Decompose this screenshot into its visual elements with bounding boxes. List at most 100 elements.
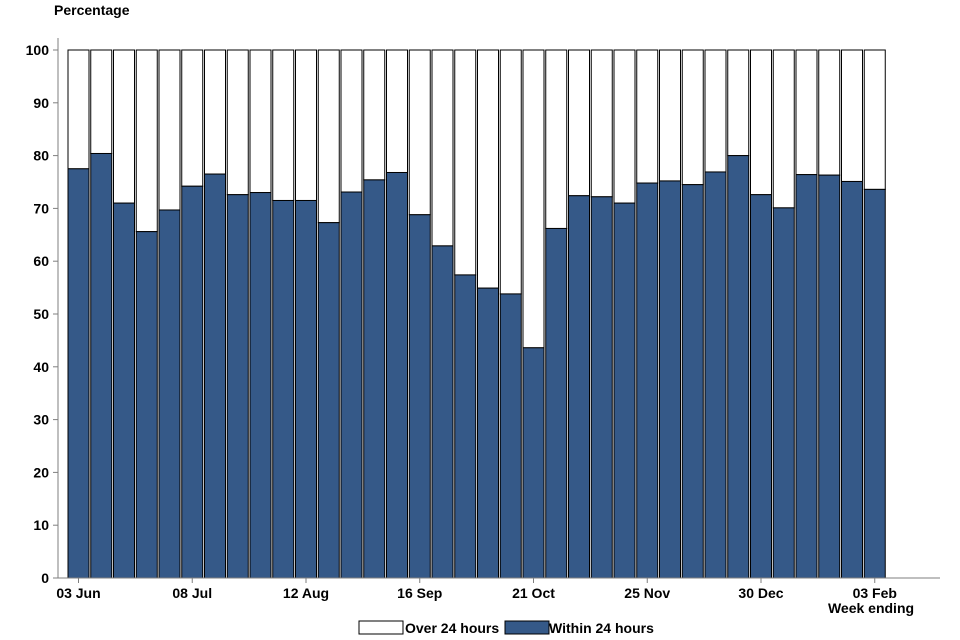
x-tick-label: 25 Nov <box>624 585 670 601</box>
bar-within-24-hours <box>226 194 249 579</box>
y-tick-label: 60 <box>33 253 49 269</box>
bar-within-24-hours <box>90 152 113 579</box>
bar-within-24-hours <box>590 196 613 579</box>
y-tick-label: 80 <box>33 148 49 164</box>
bar-over-24-hours <box>90 49 113 154</box>
bar-over-24-hours <box>613 49 636 204</box>
bar-over-24-hours <box>363 49 386 181</box>
bar-within-24-hours <box>681 184 704 579</box>
bar-within-24-hours <box>386 171 408 579</box>
y-tick-label: 20 <box>33 464 49 480</box>
legend-swatch <box>504 620 550 635</box>
bar-within-24-hours <box>750 194 772 579</box>
y-tick-label: 100 <box>26 42 50 58</box>
bar-within-24-hours <box>431 245 454 579</box>
bar-within-24-hours <box>613 202 636 579</box>
bar-over-24-hours <box>295 49 317 201</box>
x-tick-label: 30 Dec <box>738 585 783 601</box>
bar-over-24-hours <box>158 49 181 211</box>
bar-over-24-hours <box>317 49 340 224</box>
bar-over-24-hours <box>340 49 363 193</box>
bar-over-24-hours <box>704 49 727 173</box>
bar-within-24-hours <box>499 293 522 579</box>
bar-over-24-hours <box>477 49 499 289</box>
bar-within-24-hours <box>113 202 135 579</box>
x-tick-label: 03 Feb <box>853 585 897 601</box>
x-tick-label: 03 Jun <box>56 585 100 601</box>
bar-within-24-hours <box>135 231 158 579</box>
bar-within-24-hours <box>772 207 795 579</box>
legend-label: Within 24 hours <box>549 620 654 636</box>
x-tick-label: 16 Sep <box>397 585 442 601</box>
bar-within-24-hours <box>545 227 568 579</box>
y-tick-label: 30 <box>33 412 49 428</box>
bar-over-24-hours <box>431 49 454 247</box>
bar-over-24-hours <box>454 49 477 276</box>
bar-within-24-hours <box>477 287 499 579</box>
bar-over-24-hours <box>272 49 295 201</box>
bar-within-24-hours <box>636 182 659 579</box>
bar-within-24-hours <box>704 171 727 579</box>
bar-over-24-hours <box>681 49 704 186</box>
legend-label: Over 24 hours <box>405 620 499 636</box>
y-axis-title: Percentage <box>54 2 130 18</box>
bar-within-24-hours <box>204 173 226 579</box>
bar-over-24-hours <box>727 49 750 157</box>
bar-over-24-hours <box>818 49 841 176</box>
x-axis-ticks: 03 Jun 08 Jul 12 Aug 16 Sep 21 Oct 25 Nov 30 D… <box>56 578 897 601</box>
bar-over-24-hours <box>181 49 204 187</box>
bar-within-24-hours <box>363 179 386 579</box>
bar-within-24-hours <box>158 209 181 579</box>
bar-within-24-hours <box>295 199 317 579</box>
x-tick-label: 08 Jul <box>172 585 212 601</box>
y-tick-label: 70 <box>33 200 49 216</box>
bar-within-24-hours <box>181 185 204 579</box>
bar-over-24-hours <box>204 49 226 175</box>
bar-over-24-hours <box>226 49 249 196</box>
x-tick-label: 21 Oct <box>512 585 555 601</box>
bar-within-24-hours <box>818 174 841 579</box>
bar-within-24-hours <box>317 222 340 579</box>
bar-within-24-hours <box>522 347 545 579</box>
bar-over-24-hours <box>750 49 772 196</box>
bar-over-24-hours <box>249 49 272 194</box>
bar-over-24-hours <box>545 49 568 229</box>
bar-within-24-hours <box>272 199 295 579</box>
y-tick-label: 90 <box>33 95 49 111</box>
bar-within-24-hours <box>568 195 590 579</box>
bar-within-24-hours <box>408 214 431 579</box>
y-tick-label: 50 <box>33 306 49 322</box>
bar-over-24-hours <box>499 49 522 295</box>
legend-swatch <box>358 620 404 635</box>
bar-over-24-hours <box>522 49 545 349</box>
bar-within-24-hours <box>249 192 272 579</box>
bar-over-24-hours <box>67 49 90 170</box>
bar-within-24-hours <box>841 180 863 579</box>
bar-over-24-hours <box>568 49 590 197</box>
x-axis-title: Week ending <box>828 600 914 616</box>
bar-over-24-hours <box>113 49 135 204</box>
bar-within-24-hours <box>863 188 886 579</box>
legend: Over 24 hours Within 24 hours <box>358 620 654 636</box>
bar-over-24-hours <box>636 49 659 184</box>
bar-within-24-hours <box>727 155 750 579</box>
bar-within-24-hours <box>454 274 477 579</box>
bar-within-24-hours <box>67 168 90 579</box>
bar-over-24-hours <box>772 49 795 209</box>
bar-over-24-hours <box>408 49 431 216</box>
bars-group <box>67 49 886 579</box>
y-axis-ticks: 0 10 20 30 40 50 60 70 80 90 100 <box>26 42 58 586</box>
y-tick-label: 10 <box>33 517 49 533</box>
bar-over-24-hours <box>863 49 886 190</box>
bar-over-24-hours <box>795 49 818 176</box>
bar-over-24-hours <box>659 49 681 182</box>
bar-over-24-hours <box>386 49 408 173</box>
bar-over-24-hours <box>135 49 158 233</box>
bar-within-24-hours <box>795 174 818 579</box>
y-tick-label: 0 <box>41 570 49 586</box>
bar-within-24-hours <box>659 180 681 579</box>
y-tick-label: 40 <box>33 359 49 375</box>
x-tick-label: 12 Aug <box>283 585 329 601</box>
bar-over-24-hours <box>590 49 613 198</box>
